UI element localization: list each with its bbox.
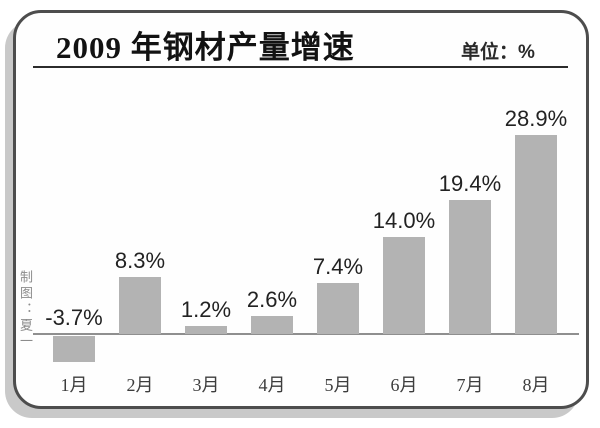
title-divider [33, 66, 568, 68]
bar-value-label: 14.0% [372, 208, 436, 233]
x-axis-label: 7月 [456, 375, 484, 395]
bar-8月 [515, 135, 557, 334]
unit-label: 单位：% [461, 42, 535, 63]
chart-title: 2009 年钢材产量增速 [56, 30, 355, 65]
bar-2月 [119, 277, 161, 334]
bar-value-label: 19.4% [438, 171, 502, 196]
x-axis-label: 8月 [522, 375, 550, 395]
bar-value-label: 28.9% [504, 106, 568, 131]
bar-3月 [185, 326, 227, 334]
x-axis-label: 2月 [126, 375, 154, 395]
x-axis-label: 3月 [192, 375, 220, 395]
bar-7月 [449, 200, 491, 334]
bar-value-label: -3.7% [45, 305, 103, 330]
x-axis-label: 5月 [324, 375, 352, 395]
chart-frame [13, 10, 589, 409]
bar-value-label: 2.6% [246, 287, 298, 312]
bar-value-label: 1.2% [180, 297, 232, 322]
x-axis-label: 4月 [258, 375, 286, 395]
bar-value-label: 8.3% [114, 248, 166, 273]
x-axis-label: 1月 [60, 375, 88, 395]
x-axis-label: 6月 [390, 375, 418, 395]
bar-1月 [53, 336, 95, 362]
x-axis-line [33, 333, 579, 335]
byline-vertical-text: 制图：夏一 [18, 270, 33, 350]
bar-5月 [317, 283, 359, 334]
bar-4月 [251, 316, 293, 334]
bar-6月 [383, 237, 425, 334]
bar-value-label: 7.4% [312, 254, 364, 279]
